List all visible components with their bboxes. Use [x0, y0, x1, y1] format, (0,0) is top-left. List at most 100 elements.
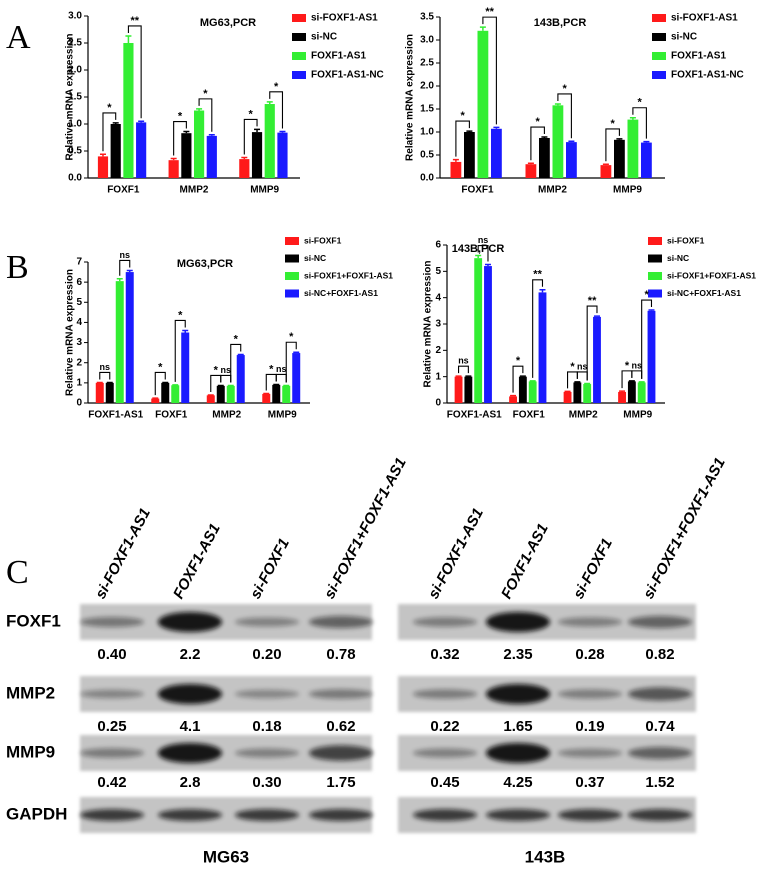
bar: [637, 382, 646, 403]
error-bar: [99, 153, 106, 157]
bar: [614, 139, 625, 178]
bar: [641, 142, 652, 178]
y-tick-label: 2.5: [420, 58, 434, 69]
legend-swatch: [652, 14, 666, 22]
bar: [484, 266, 492, 403]
y-tick-label: 5: [435, 266, 441, 277]
x-tick-label: FOXF1-AS1: [447, 410, 502, 421]
significance-label: ns: [577, 361, 588, 371]
bar: [477, 30, 489, 178]
bar: [491, 128, 502, 178]
y-tick-label: 6: [435, 240, 441, 251]
blot-band: [558, 617, 622, 627]
blot-band: [628, 809, 692, 821]
significance-label: *: [461, 110, 466, 122]
bar: [136, 122, 147, 178]
panel-letter: A: [6, 19, 31, 56]
blot-band: [413, 689, 477, 699]
densitometry-value: 4.1: [180, 718, 201, 735]
blot-band: [158, 684, 222, 704]
error-bar: [568, 140, 575, 143]
significance-bracket: [605, 128, 620, 162]
error-bar: [279, 130, 286, 133]
protein-label: FOXF1: [6, 611, 61, 630]
densitometry-value: 0.62: [326, 718, 355, 735]
densitometry-value: 1.75: [326, 774, 355, 791]
bar: [528, 381, 537, 403]
y-tick-label: 3.0: [68, 11, 82, 22]
blot-band: [80, 689, 144, 699]
y-tick-label: 2.0: [68, 65, 82, 76]
y-tick-label: 1.5: [68, 92, 82, 103]
significance-bracket: [243, 118, 258, 155]
blot-band: [628, 746, 692, 760]
x-tick-label: MMP2: [180, 185, 209, 196]
error-bar: [125, 35, 132, 43]
blot-band: [486, 684, 550, 704]
significance-label: **: [485, 6, 494, 18]
densitometry-value: 0.40: [97, 646, 126, 663]
error-bar: [593, 315, 600, 317]
blot-band: [413, 809, 477, 821]
blot-band: [235, 748, 299, 758]
y-axis-label: Relative mRNA expression: [65, 34, 76, 161]
error-bar: [539, 289, 546, 293]
blot-band: [558, 748, 622, 758]
blot-band: [486, 743, 550, 763]
legend-swatch: [648, 272, 662, 280]
y-tick-label: 4: [76, 317, 82, 328]
y-tick-label: 1: [76, 377, 82, 388]
legend-swatch: [648, 289, 662, 298]
significance-label: *: [638, 97, 643, 109]
legend-swatch: [285, 289, 299, 298]
bar: [226, 385, 235, 403]
significance-label: *: [249, 108, 254, 120]
blot-band: [486, 809, 550, 821]
cell-line-label: 143B: [525, 847, 566, 866]
bar: [272, 384, 281, 403]
error-bar: [266, 101, 273, 105]
significance-label: *: [644, 289, 649, 301]
y-axis-label: Relative mRNA expression: [423, 261, 434, 388]
error-bar: [616, 138, 623, 140]
densitometry-value: 2.8: [180, 774, 201, 791]
bar: [181, 133, 192, 178]
error-bar: [116, 277, 123, 282]
bar: [206, 395, 215, 403]
significance-label: ns: [276, 364, 287, 374]
y-axis-label: Relative mRNA expression: [65, 269, 76, 396]
bar: [181, 332, 190, 403]
legend-label: FOXF1-AS1: [311, 51, 366, 62]
x-tick-label: MMP9: [250, 185, 279, 196]
legend-swatch: [292, 14, 306, 22]
legend-label: si-FOXF1-AS1: [671, 13, 738, 24]
lane-label: si-FOXF1+FOXF1-AS1: [640, 455, 729, 602]
error-bar: [237, 353, 244, 356]
densitometry-value: 0.42: [97, 774, 126, 791]
bar: [464, 132, 475, 178]
legend-label: si-FOXF1-AS1: [311, 13, 378, 24]
error-bar: [643, 140, 650, 143]
error-bar: [254, 128, 261, 133]
y-tick-label: 1.0: [420, 127, 434, 138]
blot-band: [158, 809, 222, 821]
significance-bracket: [174, 319, 186, 382]
blot-band: [628, 615, 692, 629]
x-tick-label: FOXF1: [107, 185, 140, 196]
error-bar: [510, 394, 517, 397]
blot-band: [413, 748, 477, 758]
significance-bracket: [632, 107, 647, 139]
x-tick-label: MMP2: [212, 410, 241, 421]
error-bar: [293, 351, 300, 354]
densitometry-value: 0.37: [575, 774, 604, 791]
error-bar: [170, 157, 177, 161]
bar: [105, 382, 114, 403]
bar: [194, 110, 205, 178]
significance-label: *: [625, 360, 630, 372]
bar: [583, 384, 592, 403]
bar: [171, 385, 180, 403]
significance-bracket: [557, 93, 572, 139]
blot-band: [309, 745, 373, 761]
bar: [292, 353, 301, 403]
significance-label: *: [214, 364, 219, 376]
